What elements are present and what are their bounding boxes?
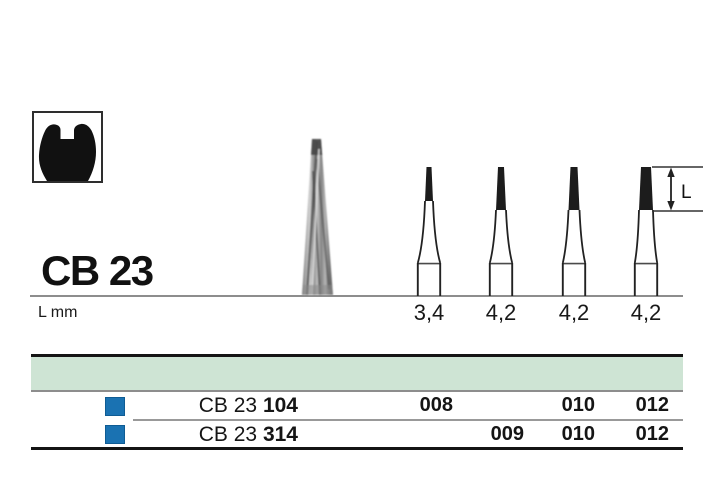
table-border-bottom <box>31 447 683 450</box>
bur-drawing-012 <box>633 167 659 296</box>
product-code: CB 23 104 <box>131 392 298 419</box>
head-length-dimension-lines <box>652 166 703 212</box>
table-row: CB 23 104 008 010 012 <box>31 392 683 419</box>
iso-size-cell: 012 <box>635 394 669 416</box>
iso-size-cell: 010 <box>561 423 595 445</box>
figure-baseline-rule <box>30 295 683 297</box>
head-length-value: 3,4 <box>413 300 445 325</box>
iso-size-cell: 008 <box>419 394 453 416</box>
table-row: CB 23 314 009 010 012 <box>31 421 683 447</box>
iso-size-cell: 009 <box>490 423 524 445</box>
product-marker-icon <box>105 425 125 444</box>
bur-photo-image <box>302 139 333 295</box>
product-series-label: CB 23 <box>198 394 258 417</box>
shank-code-label: 104 <box>262 394 298 417</box>
table-header-rule <box>31 390 683 392</box>
dimension-label: L <box>681 182 692 203</box>
head-length-value: 4,2 <box>558 300 590 325</box>
table-border-top <box>31 354 683 357</box>
tooth-cross-section-icon <box>38 123 96 181</box>
unit-label: L mm <box>38 304 78 321</box>
bur-drawing-009 <box>488 167 514 296</box>
head-length-value: 4,2 <box>485 300 517 325</box>
table-row-separator <box>133 419 683 421</box>
sizes-table: CB 23 104 008 010 012 CB 23 314 009 010 … <box>31 354 683 450</box>
product-marker-icon <box>105 397 125 416</box>
table-header-band <box>31 357 683 390</box>
product-title: CB 23 <box>41 247 154 294</box>
bur-drawing-008 <box>416 167 442 296</box>
iso-size-cell: 010 <box>561 394 595 416</box>
bur-drawing-010 <box>561 167 587 296</box>
product-code: CB 23 314 <box>131 421 298 448</box>
tooth-profile-box <box>32 111 103 183</box>
shank-code-label: 314 <box>262 423 298 446</box>
product-series-label: CB 23 <box>198 423 258 446</box>
head-length-value: 4,2 <box>630 300 662 325</box>
iso-size-cell: 012 <box>635 423 669 445</box>
